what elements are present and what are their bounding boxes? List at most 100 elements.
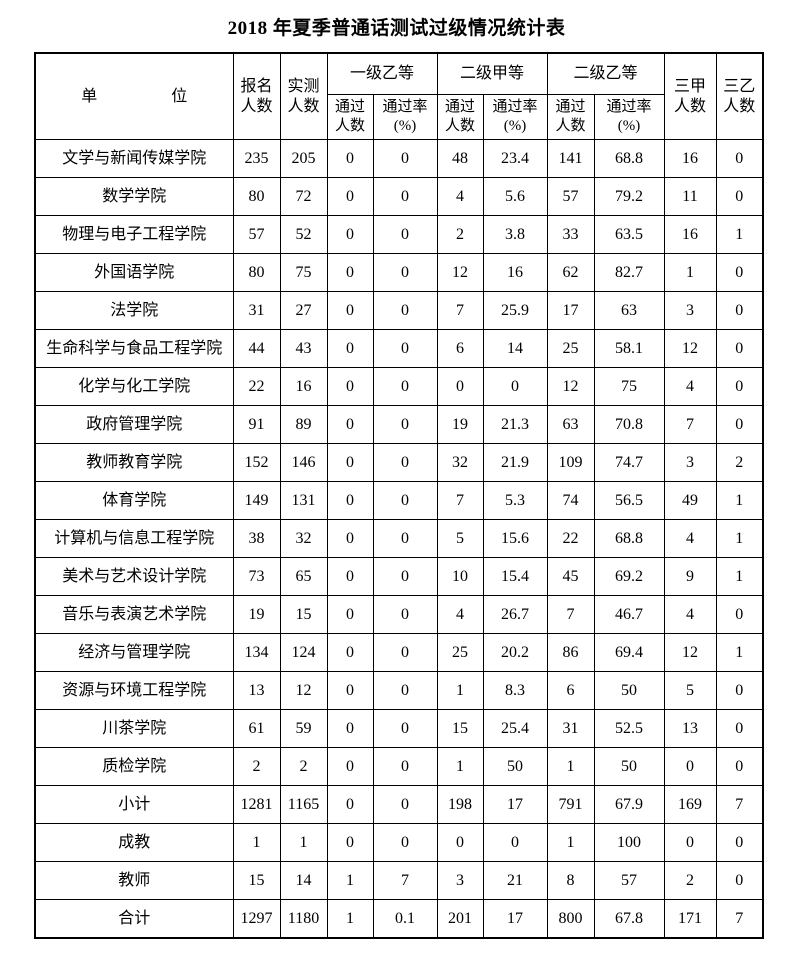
value-cell: 74.7 — [593, 443, 665, 482]
value-cell: 69.2 — [593, 557, 665, 596]
header-group-row: 单 位 报名 人数 实测 人数 一级乙等 二级甲等 二级乙等 三甲 人数 三乙 … — [34, 52, 764, 140]
value-cell: 3 — [436, 861, 484, 900]
value-cell: 7 — [436, 291, 484, 330]
value-cell: 16 — [279, 367, 328, 406]
value-cell: 1 — [715, 215, 764, 254]
value-cell: 17 — [546, 291, 595, 330]
value-cell: 4 — [436, 177, 484, 216]
unit-name-cell: 质检学院 — [34, 747, 234, 786]
header-level2b-pass-rate: 通过率 (%) — [593, 94, 665, 140]
header-group-level2a: 二级甲等 — [436, 52, 548, 95]
value-cell: 21.9 — [482, 443, 548, 482]
value-cell: 0 — [372, 481, 438, 520]
value-cell: 0 — [372, 519, 438, 558]
value-cell: 0 — [326, 557, 374, 596]
value-cell: 31 — [546, 709, 595, 748]
value-cell: 198 — [436, 785, 484, 824]
table-row: 体育学院 149 131 0 0 7 5.3 74 56.5 49 1 — [34, 481, 764, 520]
value-cell: 17 — [482, 899, 548, 939]
value-cell: 0 — [326, 139, 374, 178]
value-cell: 1 — [279, 823, 328, 862]
value-cell: 50 — [482, 747, 548, 786]
value-cell: 0 — [715, 253, 764, 292]
table-row: 化学与化工学院 22 16 0 0 0 0 12 75 4 0 — [34, 367, 764, 406]
value-cell: 7 — [715, 899, 764, 939]
table-row: 政府管理学院 91 89 0 0 19 21.3 63 70.8 7 0 — [34, 405, 764, 444]
value-cell: 131 — [279, 481, 328, 520]
value-cell: 1165 — [279, 785, 328, 824]
value-cell: 0 — [663, 747, 717, 786]
table-row: 合计 1297 1180 1 0.1 201 17 800 67.8 171 7 — [34, 899, 764, 939]
value-cell: 74 — [546, 481, 595, 520]
value-cell: 80 — [232, 177, 281, 216]
value-cell: 1 — [715, 481, 764, 520]
table-row: 文学与新闻传媒学院 235 205 0 0 48 23.4 141 68.8 16 0 — [34, 139, 764, 178]
unit-name-cell: 音乐与表演艺术学院 — [34, 595, 234, 634]
value-cell: 149 — [232, 481, 281, 520]
value-cell: 7 — [715, 785, 764, 824]
value-cell: 43 — [279, 329, 328, 368]
value-cell: 800 — [546, 899, 595, 939]
table-row: 数学学院 80 72 0 0 4 5.6 57 79.2 11 0 — [34, 177, 764, 216]
value-cell: 75 — [593, 367, 665, 406]
value-cell: 1281 — [232, 785, 281, 824]
table-row: 小计 1281 1165 0 0 198 17 791 67.9 169 7 — [34, 785, 764, 824]
table-row: 资源与环境工程学院 13 12 0 0 1 8.3 6 50 5 0 — [34, 671, 764, 710]
unit-name-cell: 教师 — [34, 861, 234, 900]
value-cell: 1 — [715, 633, 764, 672]
value-cell: 1297 — [232, 899, 281, 939]
value-cell: 0 — [715, 291, 764, 330]
value-cell: 25 — [436, 633, 484, 672]
value-cell: 1 — [436, 671, 484, 710]
value-cell: 791 — [546, 785, 595, 824]
value-cell: 62 — [546, 253, 595, 292]
value-cell: 72 — [279, 177, 328, 216]
value-cell: 4 — [663, 367, 717, 406]
value-cell: 0 — [715, 139, 764, 178]
value-cell: 0 — [715, 405, 764, 444]
table-row: 川茶学院 61 59 0 0 15 25.4 31 52.5 13 0 — [34, 709, 764, 748]
value-cell: 0 — [372, 367, 438, 406]
value-cell: 0.1 — [372, 899, 438, 939]
table-header: 单 位 报名 人数 实测 人数 一级乙等 二级甲等 二级乙等 三甲 人数 三乙 … — [34, 52, 764, 140]
header-level1b-pass-count: 通过 人数 — [326, 94, 374, 140]
value-cell: 141 — [546, 139, 595, 178]
value-cell: 12 — [546, 367, 595, 406]
table-row: 物理与电子工程学院 57 52 0 0 2 3.8 33 63.5 16 1 — [34, 215, 764, 254]
unit-name-cell: 政府管理学院 — [34, 405, 234, 444]
value-cell: 12 — [663, 633, 717, 672]
value-cell: 32 — [436, 443, 484, 482]
header-level2b-pass-count: 通过 人数 — [546, 94, 595, 140]
value-cell: 0 — [326, 253, 374, 292]
value-cell: 31 — [232, 291, 281, 330]
value-cell: 0 — [326, 329, 374, 368]
value-cell: 69.4 — [593, 633, 665, 672]
value-cell: 0 — [715, 709, 764, 748]
value-cell: 7 — [436, 481, 484, 520]
value-cell: 16 — [663, 215, 717, 254]
value-cell: 21 — [482, 861, 548, 900]
value-cell: 25 — [546, 329, 595, 368]
value-cell: 0 — [372, 595, 438, 634]
value-cell: 7 — [372, 861, 438, 900]
unit-name-cell: 物理与电子工程学院 — [34, 215, 234, 254]
unit-name-cell: 文学与新闻传媒学院 — [34, 139, 234, 178]
value-cell: 67.9 — [593, 785, 665, 824]
value-cell: 61 — [232, 709, 281, 748]
value-cell: 38 — [232, 519, 281, 558]
value-cell: 16 — [663, 139, 717, 178]
value-cell: 1 — [715, 519, 764, 558]
value-cell: 65 — [279, 557, 328, 596]
value-cell: 0 — [372, 785, 438, 824]
value-cell: 5 — [436, 519, 484, 558]
unit-name-cell: 生命科学与食品工程学院 — [34, 329, 234, 368]
value-cell: 1 — [546, 823, 595, 862]
unit-name-cell: 数学学院 — [34, 177, 234, 216]
value-cell: 0 — [372, 139, 438, 178]
value-cell: 4 — [436, 595, 484, 634]
value-cell: 0 — [326, 367, 374, 406]
value-cell: 22 — [546, 519, 595, 558]
value-cell: 12 — [279, 671, 328, 710]
value-cell: 56.5 — [593, 481, 665, 520]
table-row: 质检学院 2 2 0 0 1 50 1 50 0 0 — [34, 747, 764, 786]
